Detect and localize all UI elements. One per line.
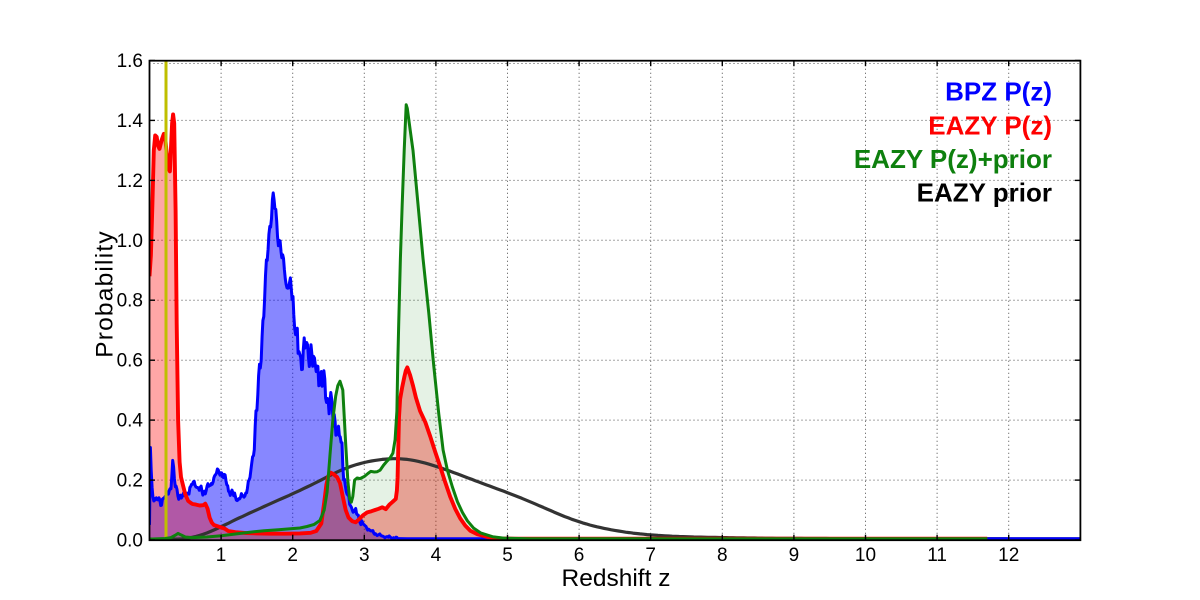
svg-text:0.8: 0.8 bbox=[117, 291, 143, 312]
svg-text:1: 1 bbox=[216, 545, 227, 566]
svg-text:8: 8 bbox=[717, 545, 728, 566]
svg-text:3: 3 bbox=[359, 545, 370, 566]
svg-text:5: 5 bbox=[502, 545, 513, 566]
svg-text:11: 11 bbox=[927, 545, 947, 566]
svg-text:EAZY prior: EAZY prior bbox=[917, 178, 1052, 208]
svg-text:0.4: 0.4 bbox=[117, 411, 144, 432]
svg-text:BPZ P(z): BPZ P(z) bbox=[945, 77, 1052, 107]
svg-text:12: 12 bbox=[998, 545, 1019, 566]
svg-text:0.0: 0.0 bbox=[117, 531, 143, 552]
svg-text:10: 10 bbox=[855, 545, 876, 566]
svg-text:4: 4 bbox=[431, 545, 442, 566]
svg-text:7: 7 bbox=[645, 545, 656, 566]
svg-text:1.4: 1.4 bbox=[117, 111, 144, 132]
svg-text:1.6: 1.6 bbox=[117, 51, 143, 72]
svg-text:6: 6 bbox=[574, 545, 585, 566]
svg-text:2: 2 bbox=[287, 545, 298, 566]
svg-text:0.6: 0.6 bbox=[117, 351, 143, 372]
svg-text:Probability: Probability bbox=[92, 230, 119, 358]
svg-text:EAZY P(z): EAZY P(z) bbox=[928, 110, 1052, 140]
svg-text:Redshift z: Redshift z bbox=[562, 565, 671, 592]
svg-text:1.0: 1.0 bbox=[117, 231, 143, 252]
svg-text:1.2: 1.2 bbox=[117, 171, 143, 192]
svg-text:EAZY P(z)+prior: EAZY P(z)+prior bbox=[854, 144, 1052, 174]
svg-text:9: 9 bbox=[789, 545, 800, 566]
svg-text:0.2: 0.2 bbox=[117, 471, 143, 492]
